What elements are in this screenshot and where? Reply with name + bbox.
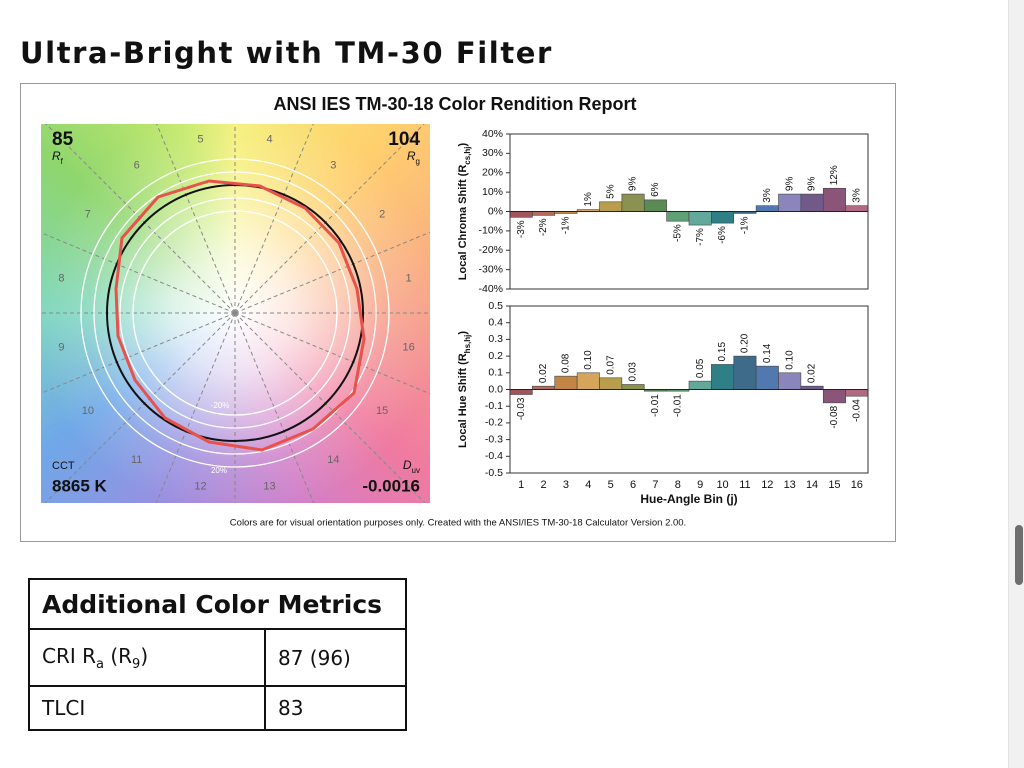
table-cell: CRI Ra (R9) [28,628,266,687]
table-row: CRI Ra (R9) 87 (96) [28,628,407,687]
cell-text: ) [140,643,149,668]
table-title: Additional Color Metrics [28,578,407,630]
table-cell: 87 (96) [264,628,407,687]
cell-text: (R [103,643,133,668]
table-cell: 83 [264,685,407,731]
cell-text: 83 [278,696,304,720]
scrollbar[interactable] [1008,0,1024,768]
cell-text: 87 (96) [278,645,351,670]
subscript: a [96,656,104,672]
subscript: 9 [132,656,141,672]
table-row: TLCI 83 [28,685,407,731]
metrics-table: Additional Color Metrics CRI Ra (R9) 87 (… [28,578,407,731]
page-heading: Ultra-Bright with TM-30 Filter [20,36,553,70]
table-cell: TLCI [28,685,266,731]
cell-text: TLCI [42,696,86,720]
color-vector-background [41,124,430,503]
scrollbar-thumb[interactable] [1015,525,1023,585]
cell-text: CRI R [42,643,97,668]
